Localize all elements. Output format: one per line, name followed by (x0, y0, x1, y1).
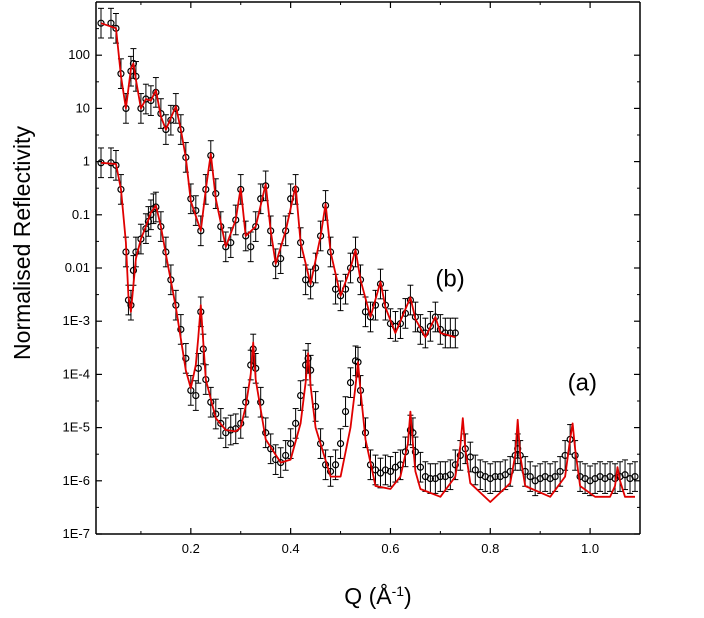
series-3-fit-line (101, 23, 455, 337)
labels-layer: 1E-7 1E-6 1E-5 1E-4 1E-3 0.01 0.1 1 10 100 0.2 0.4 0… (9, 47, 599, 609)
x-tick-label: 0.6 (381, 541, 399, 556)
y-tick-label: 1 (83, 154, 90, 169)
x-tick-label: 0.8 (481, 541, 499, 556)
x-axis-title-main: Q (Å (344, 582, 392, 609)
x-tick-label: 0.4 (282, 541, 300, 556)
y-tick-label: 100 (68, 47, 90, 62)
x-tick-label: 1.0 (581, 541, 599, 556)
y-tick-label: 0.01 (65, 260, 90, 275)
data-layer (98, 8, 638, 502)
x-axis-title: Q (Å-1) (344, 582, 411, 609)
series-2-markers (98, 8, 458, 347)
x-axis-title-superscript: -1 (392, 583, 405, 599)
x-tick-label: 0.2 (182, 541, 200, 556)
x-axis-title-end: ) (404, 583, 412, 609)
y-tick-label: 1E-3 (63, 313, 90, 328)
y-tick-label: 1E-6 (63, 473, 90, 488)
y-axis-title: Normalised Reflectivity (9, 126, 35, 360)
annotation-label: (b) (435, 265, 464, 292)
y-tick-label: 0.1 (72, 207, 90, 222)
y-tick-label: 10 (76, 100, 90, 115)
y-tick-label: 1E-4 (63, 366, 90, 381)
y-tick-label: 1E-5 (63, 420, 90, 435)
reflectivity-chart: 1E-7 1E-6 1E-5 1E-4 1E-3 0.01 0.1 1 10 100 0.2 0.4 0… (0, 0, 704, 618)
annotation-label: (a) (568, 369, 597, 396)
y-tick-label: 1E-7 (63, 526, 90, 541)
